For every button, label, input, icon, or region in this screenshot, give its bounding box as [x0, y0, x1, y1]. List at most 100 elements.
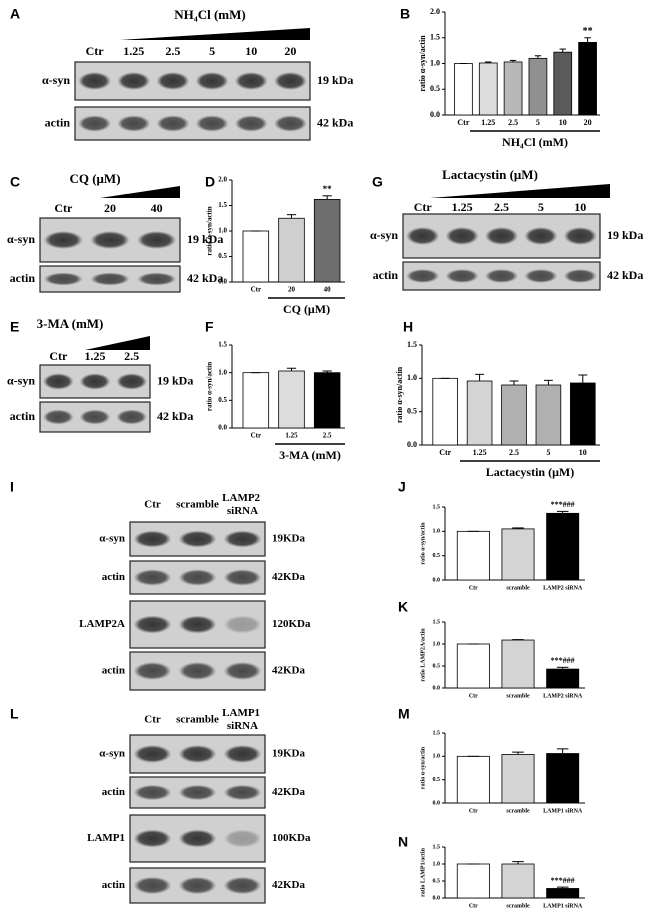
- blot-band: [178, 530, 217, 548]
- x-tick-label: LAMP1 siRNA: [543, 903, 583, 909]
- lane-label: 10: [245, 44, 257, 58]
- blot-band: [178, 615, 217, 634]
- size-label: 42 kDa: [317, 115, 353, 129]
- size-label: 120KDa: [272, 618, 311, 630]
- blot-band: [156, 115, 190, 132]
- protein-label: LAMP2A: [79, 618, 125, 630]
- x-tick-label: 5: [536, 118, 540, 127]
- blot-band: [133, 569, 172, 586]
- bar: [501, 639, 535, 689]
- significance: ***###: [551, 876, 575, 885]
- x-tick-label: 2.5: [323, 432, 332, 440]
- bar: [432, 377, 458, 446]
- blot-band: [223, 745, 262, 763]
- y-tick-label: 0.0: [433, 577, 441, 583]
- bar: [535, 384, 562, 446]
- size-label: 42KDa: [272, 879, 306, 891]
- bar: [456, 755, 490, 804]
- y-tick-label: 1.0: [433, 641, 441, 647]
- blot-band: [117, 115, 151, 132]
- lane-label: LAMP1 siRNA: [222, 707, 263, 732]
- x-tick-label: Ctr: [457, 118, 469, 127]
- size-label: 42 kDa: [607, 268, 643, 282]
- y-tick-label: 0.5: [430, 84, 440, 93]
- lane-label: 40: [151, 201, 163, 215]
- panel-letter: B: [400, 6, 410, 22]
- blot-band: [42, 373, 74, 390]
- bar: [546, 668, 580, 689]
- treatment-label: NH₄Cl (mM): [174, 7, 245, 22]
- blot-band: [156, 72, 190, 90]
- blot-band: [223, 530, 262, 548]
- x-tick-label: Ctr: [469, 585, 478, 591]
- blot-band: [524, 269, 558, 283]
- panel-letter: D: [205, 174, 215, 190]
- y-tick-label: 0.0: [218, 278, 227, 286]
- protein-label: α-syn: [42, 73, 70, 87]
- protein-label: actin: [102, 786, 125, 798]
- y-tick-label: 0.5: [433, 777, 441, 783]
- blot-band: [78, 72, 112, 90]
- y-axis-label: ratio α-syn/actin: [420, 746, 426, 789]
- x-tick-label: 10: [559, 118, 567, 127]
- blot-band: [133, 829, 172, 848]
- x-tick-label: 40: [324, 286, 332, 294]
- lane-label: 1.25: [85, 349, 106, 363]
- blot-band: [406, 269, 440, 283]
- blot-band: [563, 227, 597, 245]
- size-label: 42KDa: [272, 665, 306, 677]
- blot-band: [484, 227, 519, 245]
- y-tick-label: 2.0: [218, 176, 227, 184]
- size-label: 19 kDa: [187, 232, 223, 246]
- panel-letter: E: [10, 319, 19, 335]
- y-axis-label: ratio α-syn/actin: [206, 362, 214, 411]
- blot-band: [178, 876, 217, 895]
- bar: [242, 230, 270, 283]
- blot-band: [484, 269, 519, 283]
- size-label: 19 kDa: [157, 373, 193, 387]
- y-tick-label: 1.0: [430, 58, 440, 67]
- y-axis-label: ratio α-syn/actin: [418, 35, 427, 92]
- blot-band: [90, 231, 130, 249]
- lane-label: Ctr: [86, 44, 105, 58]
- panel-letter: J: [398, 479, 406, 495]
- x-tick-label: 10: [579, 448, 587, 457]
- y-axis-label: ratio LAMP2A/actin: [420, 628, 426, 682]
- bar: [546, 888, 580, 899]
- x-tick-label: Ctr: [469, 903, 478, 909]
- bar: [242, 372, 270, 429]
- blot-band: [178, 829, 217, 848]
- y-tick-label: 1.0: [218, 368, 227, 376]
- size-label: 100KDa: [272, 832, 311, 844]
- blot-band: [234, 72, 268, 90]
- lane-label: Ctr: [144, 499, 161, 511]
- y-axis-label: ratio α-syn/actin: [420, 522, 426, 565]
- blot-band: [273, 115, 307, 132]
- y-tick-label: 0.5: [433, 553, 441, 559]
- protein-label: actin: [10, 271, 36, 285]
- size-label: 42 kDa: [157, 409, 193, 423]
- y-tick-label: 1.5: [407, 340, 417, 349]
- bar: [278, 217, 305, 283]
- blot-band: [78, 115, 112, 132]
- blot-band: [273, 72, 307, 90]
- blot-band: [223, 615, 262, 634]
- y-tick-label: 0.5: [218, 252, 227, 260]
- blot-band: [137, 272, 177, 286]
- panel-letter: A: [10, 6, 20, 22]
- x-tick-label: 1.25: [285, 432, 298, 440]
- bar: [546, 753, 580, 804]
- blot-band: [133, 662, 172, 680]
- y-tick-label: 0.0: [430, 110, 440, 119]
- bar: [454, 63, 473, 116]
- blot-band: [195, 72, 229, 90]
- dose-wedge: [120, 28, 310, 40]
- protein-label: LAMP1: [87, 832, 125, 844]
- bar: [501, 528, 535, 581]
- blot-band: [195, 115, 229, 132]
- lane-label: 5: [538, 200, 544, 214]
- blot-band: [133, 876, 172, 895]
- blot-band: [133, 784, 172, 801]
- x-tick-label: 5: [546, 448, 550, 457]
- x-tick-label: Ctr: [469, 693, 478, 699]
